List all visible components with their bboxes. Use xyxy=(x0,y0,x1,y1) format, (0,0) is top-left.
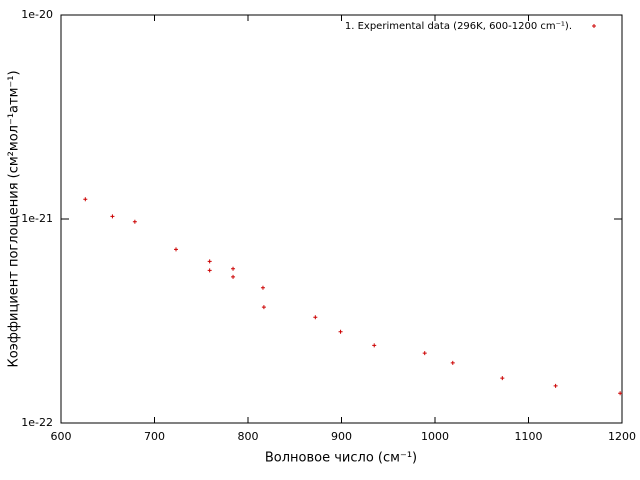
point xyxy=(83,197,88,202)
point xyxy=(260,285,265,290)
x-axis-label: Волновое число (см⁻¹) xyxy=(265,451,417,466)
y-tick-label: 1e-21 xyxy=(21,212,53,225)
legend-marker xyxy=(592,24,596,28)
point xyxy=(231,274,236,279)
point xyxy=(110,214,115,219)
y-tick-label: 1e-20 xyxy=(21,8,53,21)
point xyxy=(422,351,427,356)
y-tick-label: 1e-22 xyxy=(21,416,53,429)
x-tick-label: 800 xyxy=(238,430,259,443)
point xyxy=(618,391,623,396)
x-tick-label: 1000 xyxy=(421,430,449,443)
point xyxy=(372,343,377,348)
point xyxy=(207,259,212,264)
point xyxy=(207,268,212,273)
x-tick-label: 600 xyxy=(51,430,72,443)
point xyxy=(450,360,455,365)
y-axis-label: Коэффициент поглощения (см²мол⁻¹атм⁻¹) xyxy=(7,70,22,367)
point xyxy=(261,305,266,310)
point xyxy=(553,383,558,388)
point xyxy=(132,219,137,224)
x-tick-label: 1100 xyxy=(515,430,543,443)
point xyxy=(231,266,236,271)
x-tick-label: 1200 xyxy=(608,430,636,443)
point xyxy=(313,315,318,320)
x-tick-label: 900 xyxy=(331,430,352,443)
plot-frame xyxy=(60,14,623,424)
point xyxy=(500,376,505,381)
point xyxy=(338,329,343,334)
legend-label: 1. Experimental data (296K, 600-1200 cm⁻… xyxy=(345,21,572,32)
point xyxy=(174,247,179,252)
x-tick-label: 700 xyxy=(144,430,165,443)
